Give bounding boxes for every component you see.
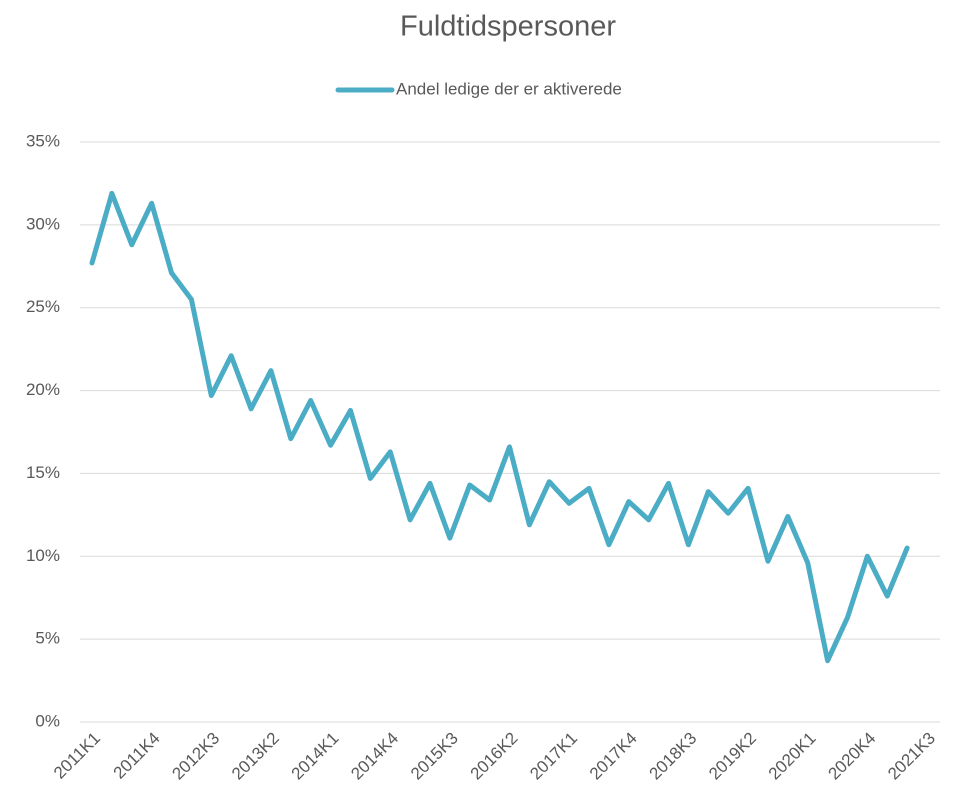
x-tick-label: 2013K2 — [228, 729, 283, 784]
x-tick-label: 2021K3 — [884, 729, 939, 784]
y-tick-label: 0% — [35, 711, 60, 730]
x-tick-label: 2014K4 — [347, 729, 402, 784]
data-line — [89, 190, 910, 664]
x-tick-label: 2015K3 — [407, 729, 462, 784]
y-tick-label: 30% — [26, 214, 60, 233]
x-tick-label: 2011K4 — [110, 729, 164, 783]
y-tick-label: 5% — [35, 629, 60, 648]
y-tick-label: 15% — [26, 463, 60, 482]
y-tick-label: 35% — [26, 131, 60, 150]
x-tick-label: 2019K2 — [705, 729, 760, 784]
x-tick-label: 2020K4 — [824, 729, 879, 784]
x-tick-label: 2014K1 — [288, 729, 343, 784]
x-tick-label: 2011K1 — [50, 729, 104, 783]
y-tick-label: 20% — [26, 380, 60, 399]
x-tick-label: 2017K4 — [586, 729, 641, 784]
chart-title: Fuldtidspersoner — [400, 11, 616, 43]
x-tick-label: 2012K3 — [168, 729, 223, 784]
x-tick-label: 2017K1 — [526, 729, 581, 784]
x-tick-label: 2018K3 — [646, 729, 701, 784]
x-tick-label: 2020K1 — [765, 729, 820, 784]
y-tick-label: 10% — [26, 546, 60, 565]
y-tick-label: 25% — [26, 297, 60, 316]
legend-label: Andel ledige der er aktiverede — [396, 79, 622, 98]
x-tick-label: 2016K2 — [467, 729, 522, 784]
